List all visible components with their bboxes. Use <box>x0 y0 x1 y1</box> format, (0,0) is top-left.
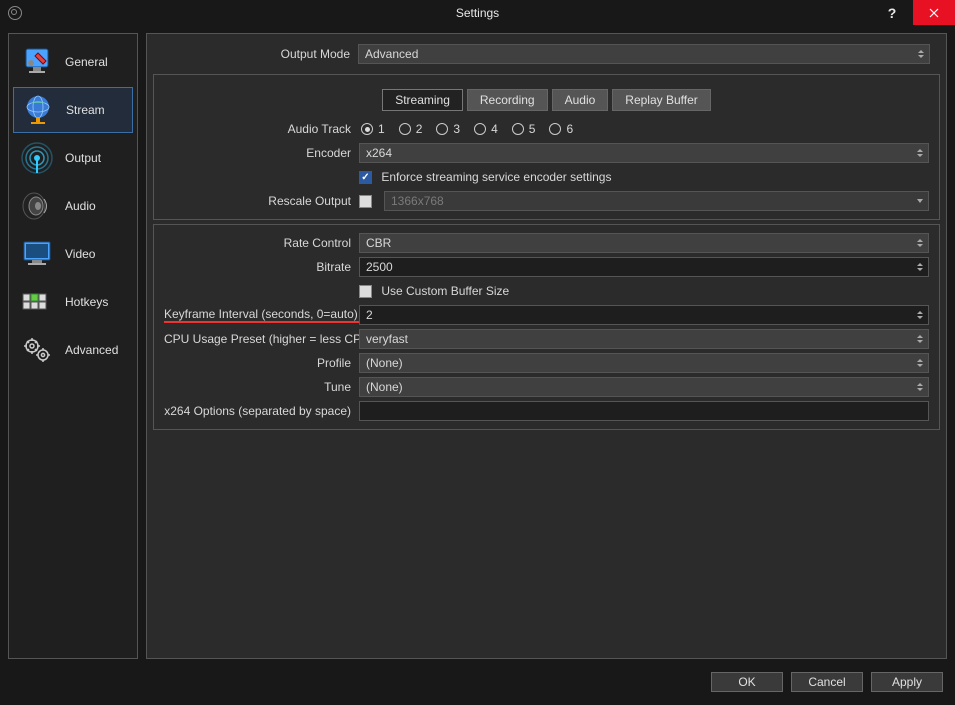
audio-track-radio-4[interactable]: 4 <box>474 122 498 136</box>
chevron-updown-icon <box>915 46 927 62</box>
app-icon <box>8 6 22 20</box>
profile-select[interactable]: (None) <box>359 353 929 373</box>
sidebar-item-label: Audio <box>65 199 96 213</box>
tune-value: (None) <box>366 380 403 394</box>
sidebar-item-video[interactable]: Video <box>13 231 133 277</box>
sidebar-item-label: General <box>65 55 108 69</box>
chevron-updown-icon <box>914 331 926 347</box>
spinner-icon <box>914 307 926 323</box>
cpu-preset-select[interactable]: veryfast <box>359 329 929 349</box>
rescale-value: 1366x768 <box>391 194 444 208</box>
ok-button[interactable]: OK <box>711 672 783 692</box>
output-mode-label: Output Mode <box>163 47 358 61</box>
window-title: Settings <box>456 6 499 20</box>
rescale-label: Rescale Output <box>164 194 359 208</box>
sidebar-item-label: Hotkeys <box>65 295 108 309</box>
wrench-icon <box>19 44 55 80</box>
tune-label: Tune <box>164 380 359 394</box>
audio-track-radio-5[interactable]: 5 <box>512 122 536 136</box>
bitrate-label: Bitrate <box>164 260 359 274</box>
main-panel: Output Mode Advanced Streaming Recording… <box>146 33 947 659</box>
audio-track-radio-3[interactable]: 3 <box>436 122 460 136</box>
sidebar-item-hotkeys[interactable]: Hotkeys <box>13 279 133 325</box>
rescale-select[interactable]: 1366x768 <box>384 191 929 211</box>
encoder-label: Encoder <box>164 146 359 160</box>
audio-track-radio-6[interactable]: 6 <box>549 122 573 136</box>
sidebar-item-label: Stream <box>66 103 105 117</box>
rescale-checkbox[interactable] <box>359 195 372 208</box>
spinner-icon <box>914 259 926 275</box>
sidebar-item-label: Advanced <box>65 343 118 357</box>
keyframe-interval-label: Keyframe Interval (seconds, 0=auto) <box>164 307 359 323</box>
sidebar-item-label: Output <box>65 151 101 165</box>
custom-buffer-checkbox[interactable] <box>359 285 372 298</box>
rate-control-label: Rate Control <box>164 236 359 250</box>
cpu-preset-value: veryfast <box>366 332 408 346</box>
audio-track-radio-group: 1 2 3 4 5 6 <box>359 122 929 136</box>
tune-select[interactable]: (None) <box>359 377 929 397</box>
tab-streaming[interactable]: Streaming <box>382 89 463 111</box>
help-button[interactable]: ? <box>871 0 913 25</box>
gears-icon <box>19 332 55 368</box>
audio-track-label: Audio Track <box>164 122 359 136</box>
profile-label: Profile <box>164 356 359 370</box>
streaming-panel: Streaming Recording Audio Replay Buffer … <box>153 74 940 220</box>
rate-control-value: CBR <box>366 236 391 250</box>
x264-options-input[interactable] <box>359 401 929 421</box>
speaker-icon <box>19 188 55 224</box>
chevron-down-icon <box>914 193 926 209</box>
apply-button[interactable]: Apply <box>871 672 943 692</box>
sidebar-item-stream[interactable]: Stream <box>13 87 133 133</box>
output-mode-select[interactable]: Advanced <box>358 44 930 64</box>
window-controls: ? <box>871 0 955 25</box>
chevron-updown-icon <box>914 145 926 161</box>
sidebar-item-label: Video <box>65 247 95 261</box>
close-icon <box>929 8 939 18</box>
tab-recording[interactable]: Recording <box>467 89 548 111</box>
sidebar-item-output[interactable]: Output <box>13 135 133 181</box>
sidebar: General Stream Output Audio Video <box>8 33 138 659</box>
custom-buffer-label: Use Custom Buffer Size <box>381 284 509 298</box>
sidebar-item-general[interactable]: General <box>13 39 133 85</box>
rate-control-select[interactable]: CBR <box>359 233 929 253</box>
tab-replay-buffer[interactable]: Replay Buffer <box>612 89 711 111</box>
monitor-icon <box>19 236 55 272</box>
cancel-button[interactable]: Cancel <box>791 672 863 692</box>
output-mode-value: Advanced <box>365 47 418 61</box>
audio-track-radio-1[interactable]: 1 <box>361 122 385 136</box>
profile-value: (None) <box>366 356 403 370</box>
audio-track-radio-2[interactable]: 2 <box>399 122 423 136</box>
chevron-updown-icon <box>914 355 926 371</box>
cpu-preset-label: CPU Usage Preset (higher = less CPU) <box>164 332 359 346</box>
sidebar-item-advanced[interactable]: Advanced <box>13 327 133 373</box>
encoder-select[interactable]: x264 <box>359 143 929 163</box>
broadcast-icon <box>19 140 55 176</box>
bitrate-input[interactable]: 2500 <box>359 257 929 277</box>
enforce-checkbox[interactable] <box>359 171 372 184</box>
tab-audio[interactable]: Audio <box>552 89 609 111</box>
keyframe-interval-value: 2 <box>366 308 373 322</box>
sidebar-item-audio[interactable]: Audio <box>13 183 133 229</box>
close-button[interactable] <box>913 0 955 25</box>
keyframe-interval-input[interactable]: 2 <box>359 305 929 325</box>
x264-options-label: x264 Options (separated by space) <box>164 404 359 418</box>
bitrate-value: 2500 <box>366 260 393 274</box>
encoder-value: x264 <box>366 146 392 160</box>
chevron-updown-icon <box>914 379 926 395</box>
keyboard-icon <box>19 284 55 320</box>
enforce-label: Enforce streaming service encoder settin… <box>381 170 611 184</box>
encoder-settings-panel: Rate Control CBR Bitrate 2500 <box>153 224 940 430</box>
globe-icon <box>20 92 56 128</box>
dialog-footer: OK Cancel Apply <box>0 667 955 697</box>
titlebar: Settings ? <box>0 0 955 25</box>
output-tabs: Streaming Recording Audio Replay Buffer <box>154 81 939 117</box>
chevron-updown-icon <box>914 235 926 251</box>
